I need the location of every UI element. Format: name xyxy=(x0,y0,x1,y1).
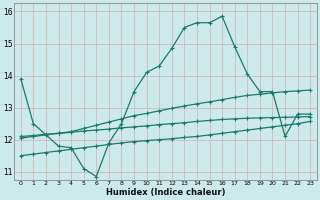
X-axis label: Humidex (Indice chaleur): Humidex (Indice chaleur) xyxy=(106,188,225,197)
